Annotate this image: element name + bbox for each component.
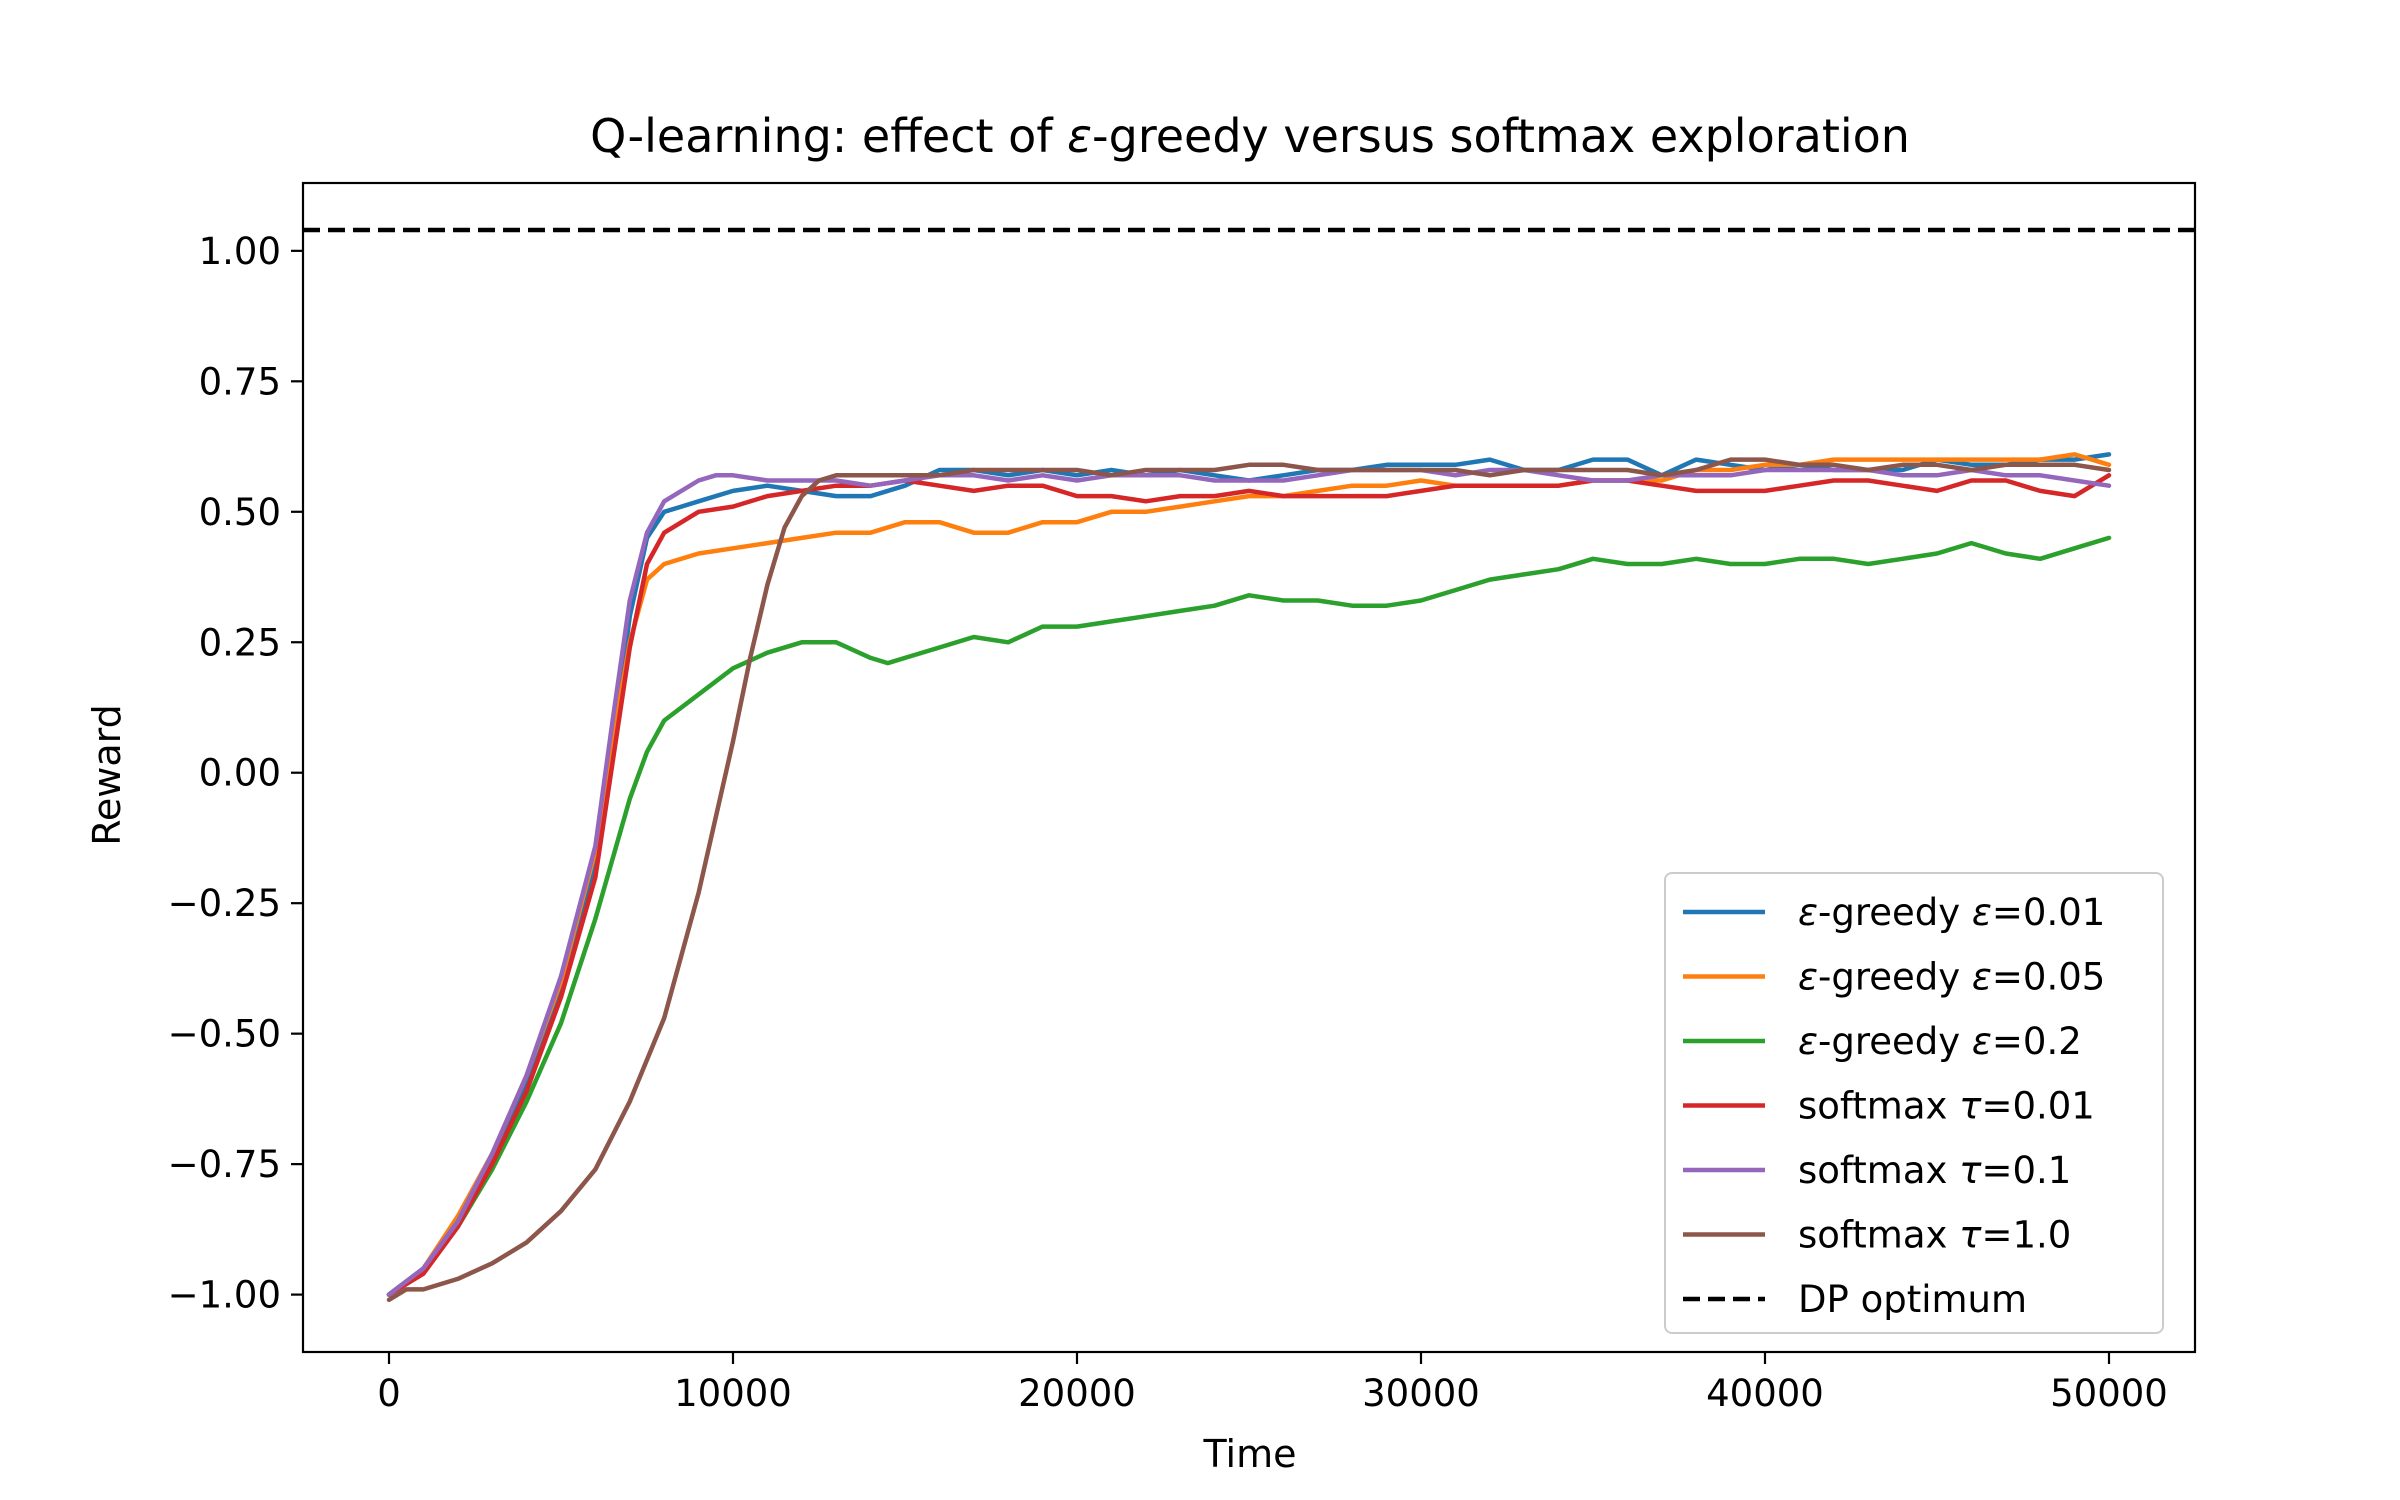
- y-tick-label: 0.75: [199, 360, 281, 403]
- y-tick-label: 0.00: [199, 752, 281, 795]
- x-tick-label: 40000: [1706, 1372, 1824, 1415]
- legend: ε-greedy ε=0.01 ε-greedy ε=0.05 ε-greedy ε…: [1664, 872, 2164, 1334]
- legend-label-2: ε-greedy ε=0.05: [1798, 956, 2105, 999]
- x-axis-label: Time: [1203, 1432, 1297, 1476]
- series-line-6: [386, 457, 2112, 1303]
- x-tick-label: 10000: [674, 1372, 792, 1415]
- x-tick-label: 30000: [1362, 1372, 1480, 1415]
- title-suffix: -greedy versus softmax exploration: [1092, 109, 1910, 163]
- x-tick-label: 20000: [1018, 1372, 1136, 1415]
- y-tick-label: −0.25: [168, 882, 281, 925]
- legend-label-6: softmax τ=1.0: [1798, 1214, 2071, 1257]
- series-line-3: [386, 535, 2112, 1297]
- legend-label-dp-optimum: DP optimum: [1798, 1278, 2027, 1321]
- title-prefix: Q-learning: effect of: [590, 109, 1067, 163]
- y-axis-label: Reward: [85, 704, 129, 846]
- legend-label-4: softmax τ=0.01: [1798, 1085, 2095, 1128]
- x-tick-label: 50000: [2050, 1372, 2168, 1415]
- chart-title: Q-learning: effect of ε-greedy versus so…: [590, 109, 1910, 163]
- y-tick-label: 0.25: [199, 621, 281, 664]
- legend-label-5: softmax τ=0.1: [1798, 1149, 2071, 1192]
- plot-area: [301, 181, 2197, 1354]
- y-tick-label: −0.50: [168, 1013, 281, 1056]
- series-line-5: [386, 467, 2112, 1297]
- title-epsilon-symbol: ε: [1067, 109, 1092, 163]
- y-tick-label: 0.50: [199, 491, 281, 534]
- y-tick-label: 1.00: [199, 230, 281, 273]
- y-tick-label: −0.75: [168, 1143, 281, 1186]
- y-tick-label: −1.00: [168, 1274, 281, 1317]
- plot-frame: [301, 181, 2197, 1354]
- legend-label-1: ε-greedy ε=0.01: [1798, 891, 2105, 934]
- legend-box: [1664, 872, 2164, 1334]
- legend-label-3: ε-greedy ε=0.2: [1798, 1020, 2082, 1063]
- series-line-4: [386, 473, 2112, 1297]
- axis-ticks: 0 10000 20000 30000 40000 50000 −1.00 −0.75 −0.5…: [168, 230, 2168, 1415]
- x-tick-label: 0: [377, 1372, 401, 1415]
